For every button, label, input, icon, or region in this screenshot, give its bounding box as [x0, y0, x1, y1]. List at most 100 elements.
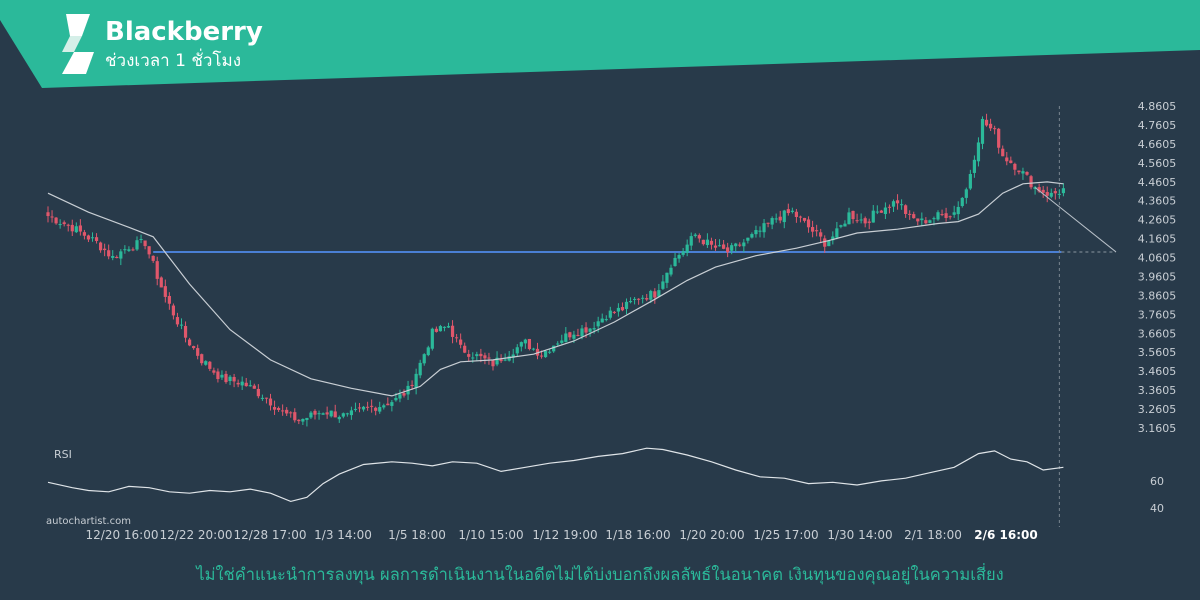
candle-body: [276, 408, 281, 410]
candle-body: [1021, 171, 1025, 174]
candle-body: [560, 340, 564, 343]
candle-body: [742, 242, 746, 247]
candle-body: [519, 342, 523, 347]
candle-body: [260, 397, 265, 399]
rsi-chart: 60 40: [47, 447, 1164, 515]
candle-body: [123, 249, 127, 251]
y-tick-label: 4.5605: [1138, 157, 1177, 170]
x-tick-label: 1/20 20:00: [679, 528, 744, 542]
candle-body: [454, 337, 459, 339]
candle-body: [143, 240, 147, 247]
candle-body: [313, 410, 317, 415]
candle-body: [374, 407, 378, 411]
candle-body: [281, 410, 285, 412]
candle-body: [248, 385, 252, 387]
candle-body: [628, 301, 633, 303]
candle-body: [948, 216, 952, 218]
candle-body: [66, 224, 70, 226]
candle-body: [337, 417, 341, 420]
candle-body: [600, 318, 604, 323]
candle-body: [483, 355, 487, 359]
candle-body: [325, 412, 329, 415]
y-tick-label: 3.7605: [1138, 308, 1177, 321]
candle-body: [750, 234, 754, 238]
candle-body: [871, 210, 875, 223]
candle-body: [329, 410, 333, 417]
candle-body: [119, 251, 123, 259]
y-tick-label: 4.0605: [1138, 252, 1177, 265]
candle-body: [980, 118, 985, 144]
candle-body: [908, 213, 912, 215]
candle-body: [58, 224, 62, 226]
candle-body: [127, 249, 131, 251]
candle-body: [365, 406, 370, 408]
candle-body: [649, 290, 653, 300]
y-tick-label: 3.2605: [1138, 403, 1177, 416]
candle-body: [507, 356, 511, 361]
y-tick-label: 3.5605: [1138, 346, 1177, 359]
candle-body: [398, 394, 402, 399]
candle-body: [839, 225, 843, 227]
candle-body: [645, 298, 649, 300]
candle-body: [450, 325, 455, 337]
candle-body: [620, 307, 625, 311]
candle-body: [604, 319, 608, 321]
price-chart: 4.8605 4.7605 4.6605 4.5605 4.4605 4.3605 4.26…: [46, 100, 1176, 527]
candle-body: [677, 255, 681, 259]
candle-body: [588, 328, 592, 332]
candle-body: [936, 212, 940, 220]
candle-body: [875, 211, 879, 213]
y-tick-label: 3.8605: [1138, 289, 1177, 302]
candle-body: [1017, 170, 1021, 173]
candle-body: [596, 321, 600, 327]
candle-body: [823, 238, 827, 247]
candle-body: [151, 255, 155, 261]
candle-body: [236, 382, 240, 385]
candle-body: [920, 218, 924, 221]
candle-body: [54, 217, 58, 224]
candle-body: [357, 407, 362, 409]
candle-body: [187, 339, 192, 346]
candle-body: [612, 311, 616, 313]
candle-body: [661, 281, 665, 289]
candle-body: [859, 219, 863, 221]
candle-body: [402, 393, 406, 396]
x-tick-label: 12/20 16:00: [86, 528, 159, 542]
candle-body: [341, 413, 345, 417]
candle-body: [904, 205, 908, 215]
candle-body: [62, 222, 66, 225]
candle-body: [899, 204, 904, 206]
candle-body: [155, 261, 159, 279]
candle-body: [758, 230, 762, 232]
candle-body: [115, 256, 119, 259]
candle-body: [580, 328, 584, 337]
candle-body: [912, 214, 916, 219]
candle-body: [523, 339, 527, 344]
rsi-line: [47, 447, 1064, 503]
candle-body: [552, 345, 556, 352]
candle-body: [1041, 189, 1045, 193]
candle-body: [810, 227, 815, 232]
candle-body: [515, 347, 519, 354]
candle-body: [1029, 176, 1033, 188]
candle-body: [944, 213, 948, 218]
candle-body: [297, 419, 301, 422]
candle-body: [345, 413, 349, 415]
candle-body: [467, 354, 471, 357]
candle-body: [738, 244, 742, 246]
candle-body: [212, 370, 216, 373]
candle-body: [1001, 148, 1005, 157]
candle-body: [503, 359, 507, 361]
candle-body: [673, 257, 677, 267]
candle-body: [220, 374, 224, 378]
candle-body: [216, 371, 220, 380]
candle-body: [463, 345, 467, 353]
candle-body: [952, 212, 956, 215]
candle-body: [179, 324, 184, 326]
y-tick-label: 4.2605: [1138, 214, 1177, 227]
candle-body: [240, 381, 244, 386]
header-banner: Blackberry ช่วงเวลา 1 ชั่วโมง: [0, 0, 1200, 90]
candle-body: [167, 295, 171, 304]
candle-body: [641, 297, 645, 299]
y-tick-label: 4.7605: [1138, 119, 1177, 132]
